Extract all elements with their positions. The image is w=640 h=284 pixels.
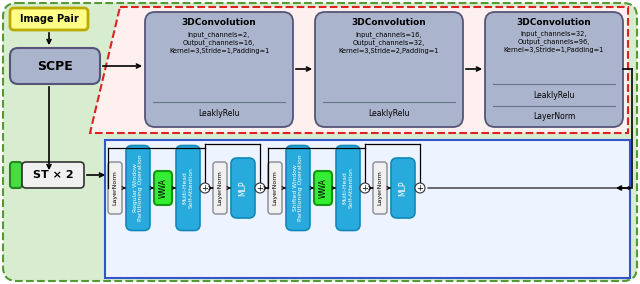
Text: LeaklyRelu: LeaklyRelu — [198, 108, 240, 118]
Text: LeaklyRelu: LeaklyRelu — [533, 91, 575, 99]
Text: WWA: WWA — [159, 178, 168, 198]
FancyBboxPatch shape — [315, 12, 463, 127]
Text: +: + — [362, 183, 369, 193]
Polygon shape — [90, 7, 628, 133]
FancyBboxPatch shape — [10, 162, 22, 188]
Text: Multi-Head
Self-Attention: Multi-Head Self-Attention — [182, 168, 193, 208]
FancyBboxPatch shape — [10, 48, 100, 84]
FancyBboxPatch shape — [485, 12, 623, 127]
Text: Kernel=3,Stride=1,Padding=1: Kernel=3,Stride=1,Padding=1 — [169, 48, 269, 54]
FancyBboxPatch shape — [176, 145, 200, 231]
Text: Output_channels=16,: Output_channels=16, — [183, 40, 255, 46]
FancyBboxPatch shape — [22, 162, 84, 188]
Circle shape — [255, 183, 265, 193]
FancyBboxPatch shape — [10, 8, 88, 30]
Text: LayerNorm: LayerNorm — [113, 171, 118, 205]
Text: LeaklyRelu: LeaklyRelu — [368, 108, 410, 118]
Text: MLP: MLP — [399, 180, 408, 196]
Text: WWA: WWA — [319, 178, 328, 198]
Text: LayerNorm: LayerNorm — [218, 171, 223, 205]
FancyBboxPatch shape — [314, 171, 332, 205]
Text: Shifted Window
Partitioning Operation: Shifted Window Partitioning Operation — [292, 155, 303, 221]
FancyBboxPatch shape — [108, 162, 122, 214]
Text: LayerNorm: LayerNorm — [273, 171, 278, 205]
Text: SCPE: SCPE — [37, 60, 73, 72]
FancyBboxPatch shape — [373, 162, 387, 214]
Text: +: + — [257, 183, 264, 193]
Text: Output_channels=96,: Output_channels=96, — [518, 39, 590, 45]
Polygon shape — [105, 140, 630, 278]
Text: +: + — [417, 183, 424, 193]
FancyBboxPatch shape — [126, 145, 150, 231]
Text: Multi-Head
Self-Attention: Multi-Head Self-Attention — [342, 168, 353, 208]
FancyBboxPatch shape — [3, 3, 637, 281]
FancyBboxPatch shape — [213, 162, 227, 214]
Text: Kernel=3,Stride=1,Padding=1: Kernel=3,Stride=1,Padding=1 — [504, 47, 604, 53]
FancyBboxPatch shape — [231, 158, 255, 218]
Text: 3DConvolution: 3DConvolution — [516, 18, 591, 26]
Text: Input_channels=2,: Input_channels=2, — [188, 32, 250, 38]
FancyBboxPatch shape — [268, 162, 282, 214]
FancyBboxPatch shape — [154, 171, 172, 205]
Circle shape — [200, 183, 210, 193]
Circle shape — [360, 183, 370, 193]
Text: LayerNorm: LayerNorm — [533, 112, 575, 120]
Text: Image Pair: Image Pair — [20, 14, 78, 24]
Text: MLP: MLP — [239, 180, 248, 196]
Text: 3DConvolution: 3DConvolution — [351, 18, 426, 26]
Text: Output_channels=32,: Output_channels=32, — [353, 40, 425, 46]
Text: Input_channels=32,: Input_channels=32, — [521, 31, 587, 37]
Text: 3DConvolution: 3DConvolution — [182, 18, 257, 26]
Circle shape — [415, 183, 425, 193]
Text: ST × 2: ST × 2 — [33, 170, 74, 180]
FancyBboxPatch shape — [336, 145, 360, 231]
Text: Input_channels=16,: Input_channels=16, — [356, 32, 422, 38]
Text: Kernel=3,Stride=2,Padding=1: Kernel=3,Stride=2,Padding=1 — [339, 48, 439, 54]
Text: LayerNorm: LayerNorm — [378, 171, 383, 205]
FancyBboxPatch shape — [145, 12, 293, 127]
Text: Regular Window
Partitioning Operation: Regular Window Partitioning Operation — [132, 155, 143, 221]
FancyBboxPatch shape — [391, 158, 415, 218]
FancyBboxPatch shape — [286, 145, 310, 231]
Text: +: + — [202, 183, 209, 193]
